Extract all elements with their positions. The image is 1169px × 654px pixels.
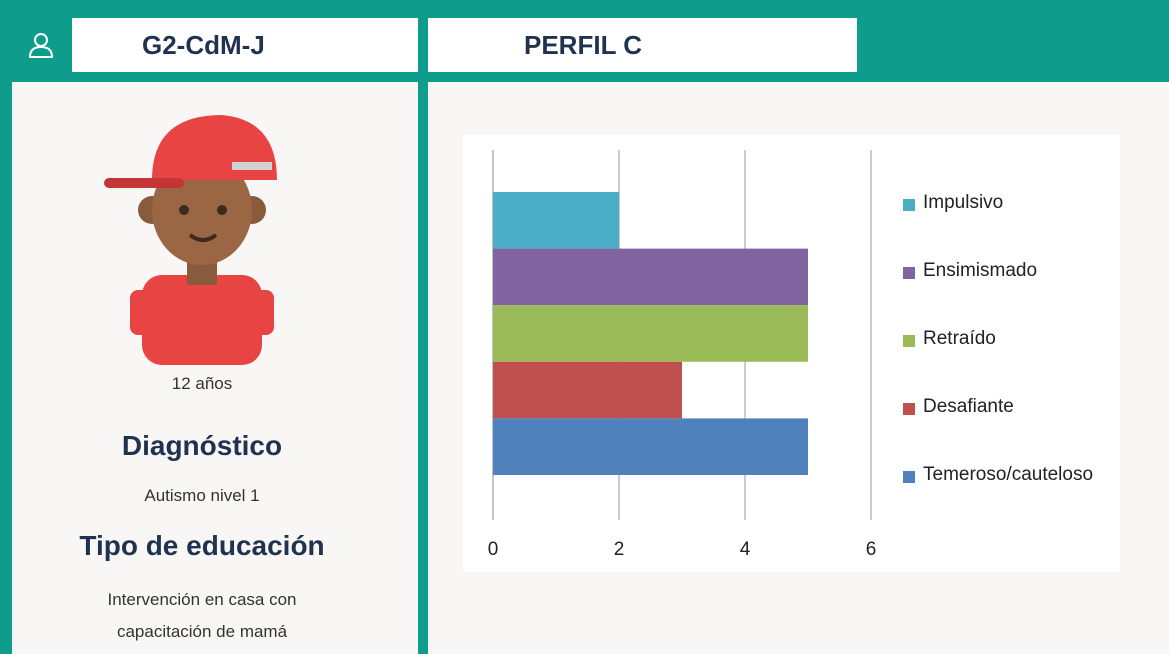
- bar: [493, 192, 619, 249]
- x-tick-label: 2: [614, 539, 625, 560]
- legend-swatch: [903, 335, 915, 347]
- legend-swatch: [903, 267, 915, 279]
- x-tick-label: 6: [866, 539, 877, 560]
- bar: [493, 249, 808, 306]
- legend-swatch: [903, 403, 915, 415]
- user-code: G2-CdM-J: [72, 18, 418, 72]
- user-icon: [26, 30, 56, 60]
- legend-item: Impulsivo: [903, 194, 1103, 218]
- avatar: [102, 110, 302, 365]
- x-tick-label: 0: [488, 539, 499, 560]
- diagnosis-heading: Diagnóstico: [12, 430, 392, 462]
- legend-label: Desafiante: [923, 392, 1103, 422]
- chart: 0 2 4 6 Impulsivo Ensimismado Retraído Desafia…: [463, 135, 1120, 572]
- bar: [493, 418, 808, 475]
- legend-swatch: [903, 199, 915, 211]
- page: G2-CdM-J PERFIL C 12 años Diagnóstico Au…: [0, 0, 1169, 654]
- legend-item: Desafiante: [903, 398, 1103, 422]
- legend-swatch: [903, 471, 915, 483]
- diagnosis: Autismo nivel 1: [12, 486, 392, 506]
- legend-item: Temeroso/cauteloso: [903, 466, 1103, 490]
- legend-label: Ensimismado: [923, 256, 1103, 286]
- bar: [493, 305, 808, 362]
- age: 12 años: [12, 374, 392, 394]
- legend-item: Retraído: [903, 330, 1103, 354]
- legend-item: Ensimismado: [903, 262, 1103, 286]
- education-heading: Tipo de educación: [12, 530, 392, 562]
- x-tick-label: 4: [740, 539, 751, 560]
- bar: [493, 362, 682, 419]
- profile-label: PERFIL C: [428, 18, 857, 72]
- legend-label: Temeroso/cauteloso: [923, 460, 1103, 490]
- legend-label: Retraído: [923, 324, 1103, 354]
- legend-label: Impulsivo: [923, 188, 1103, 218]
- education: Intervención en casa con capacitación de…: [77, 584, 327, 648]
- profile-panel: 12 años Diagnóstico Autismo nivel 1 Tipo…: [12, 82, 418, 654]
